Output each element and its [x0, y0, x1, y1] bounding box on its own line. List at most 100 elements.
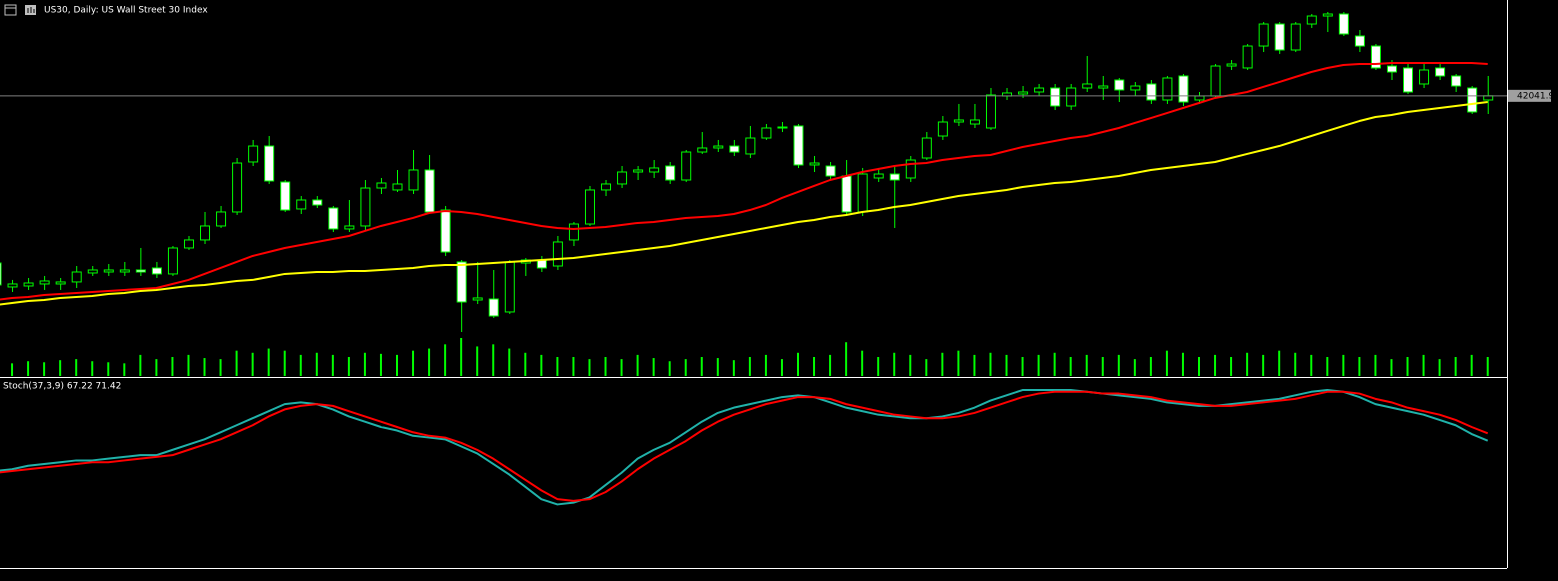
- candle-up: [23, 282, 34, 287]
- candle-down: [1467, 87, 1478, 113]
- candle-down: [1451, 75, 1462, 87]
- candle-down: [424, 169, 435, 213]
- candle-down: [1403, 67, 1414, 93]
- candle-down: [536, 259, 547, 269]
- candle-down: [1435, 67, 1446, 77]
- candle-up: [552, 241, 563, 267]
- candle-up: [713, 145, 724, 149]
- indicator-line: [0, 390, 1489, 502]
- symbol-icons: [4, 4, 36, 16]
- candle-down: [488, 298, 499, 317]
- candle-down: [1354, 35, 1365, 47]
- candle-up: [873, 173, 884, 179]
- candle-up: [1306, 15, 1317, 25]
- chart-title: US30, Daily: US Wall Street 30 Index: [44, 6, 208, 16]
- candle-up: [1419, 69, 1430, 85]
- candle-down: [665, 165, 676, 181]
- candle-down: [1178, 75, 1189, 103]
- candle-up: [1098, 85, 1109, 89]
- candle-up: [296, 199, 307, 210]
- candle-down: [280, 181, 291, 211]
- candle-down: [889, 173, 900, 181]
- candle-up: [633, 169, 644, 173]
- candle-up: [1066, 87, 1077, 107]
- candle-up: [1258, 23, 1269, 47]
- candle-up: [584, 189, 595, 225]
- candle-up: [103, 269, 114, 273]
- candle-up: [232, 162, 243, 213]
- candle-up: [167, 247, 178, 275]
- candle-down: [841, 175, 852, 213]
- candle-down: [1050, 87, 1061, 107]
- last-price-box: [1508, 89, 1551, 102]
- candle-down: [264, 145, 275, 182]
- candle-up: [761, 127, 772, 139]
- candle-down: [1386, 65, 1397, 73]
- candle-down: [328, 207, 339, 230]
- candle-up: [376, 182, 387, 189]
- candle-down: [151, 267, 162, 275]
- candle-down: [1274, 23, 1285, 51]
- candle-up: [1290, 23, 1301, 51]
- candle-up: [985, 94, 996, 129]
- candle-down: [729, 145, 740, 153]
- candle-up: [200, 225, 211, 241]
- candle-up: [1226, 63, 1237, 67]
- candle-down: [825, 165, 836, 177]
- candle-up: [1210, 65, 1221, 97]
- indicator-title: Stoch(37,3,9) 67.22 71.42: [3, 382, 121, 392]
- candle-up: [857, 173, 868, 213]
- axis-layer: 42041.9: [1508, 89, 1554, 102]
- candle-up: [1034, 87, 1045, 93]
- candle-up: [1018, 91, 1029, 95]
- candle-up: [1322, 13, 1333, 17]
- candle-up: [1194, 95, 1205, 101]
- candle-up: [360, 187, 371, 227]
- icon-window: [4, 4, 17, 16]
- candle-down: [440, 209, 451, 253]
- candle-up: [408, 169, 419, 191]
- candle-up: [183, 239, 194, 249]
- candle-up: [697, 147, 708, 153]
- candle-down: [1146, 83, 1157, 101]
- candle-up: [7, 283, 18, 288]
- candle-up: [1162, 77, 1173, 101]
- candle-down: [1338, 13, 1349, 35]
- candle-up: [921, 137, 932, 159]
- candle-up: [1483, 95, 1494, 101]
- candle-up: [87, 269, 98, 274]
- candle-down: [312, 199, 323, 206]
- indicator-line: [0, 101, 1488, 306]
- candle-up: [119, 269, 130, 273]
- candle-up: [617, 171, 628, 185]
- candle-down: [456, 261, 467, 303]
- candle-up: [55, 281, 66, 285]
- candle-up: [1130, 85, 1141, 91]
- indicator-line: [0, 62, 1488, 301]
- indicator-line: [0, 389, 1489, 506]
- candle-up: [601, 183, 612, 191]
- candle-down: [793, 125, 804, 166]
- candle-up: [71, 271, 82, 283]
- candle-up: [504, 261, 515, 313]
- candle-down: [135, 269, 146, 273]
- candle-up: [344, 225, 355, 230]
- candle-up: [745, 137, 756, 155]
- candle-up: [472, 297, 483, 301]
- candle-up: [1082, 83, 1093, 89]
- candle-up: [969, 119, 980, 125]
- candle-up: [777, 126, 788, 129]
- candle-up: [216, 211, 227, 227]
- candle-up: [39, 280, 50, 285]
- candle-down: [0, 262, 2, 286]
- candle-up: [568, 223, 579, 241]
- candle-up: [248, 145, 259, 163]
- candle-up: [809, 162, 820, 166]
- candle-down: [1114, 79, 1125, 91]
- candle-up: [1242, 45, 1253, 69]
- candle-up: [392, 183, 403, 191]
- candle-down: [1370, 45, 1381, 69]
- candle-up: [681, 151, 692, 181]
